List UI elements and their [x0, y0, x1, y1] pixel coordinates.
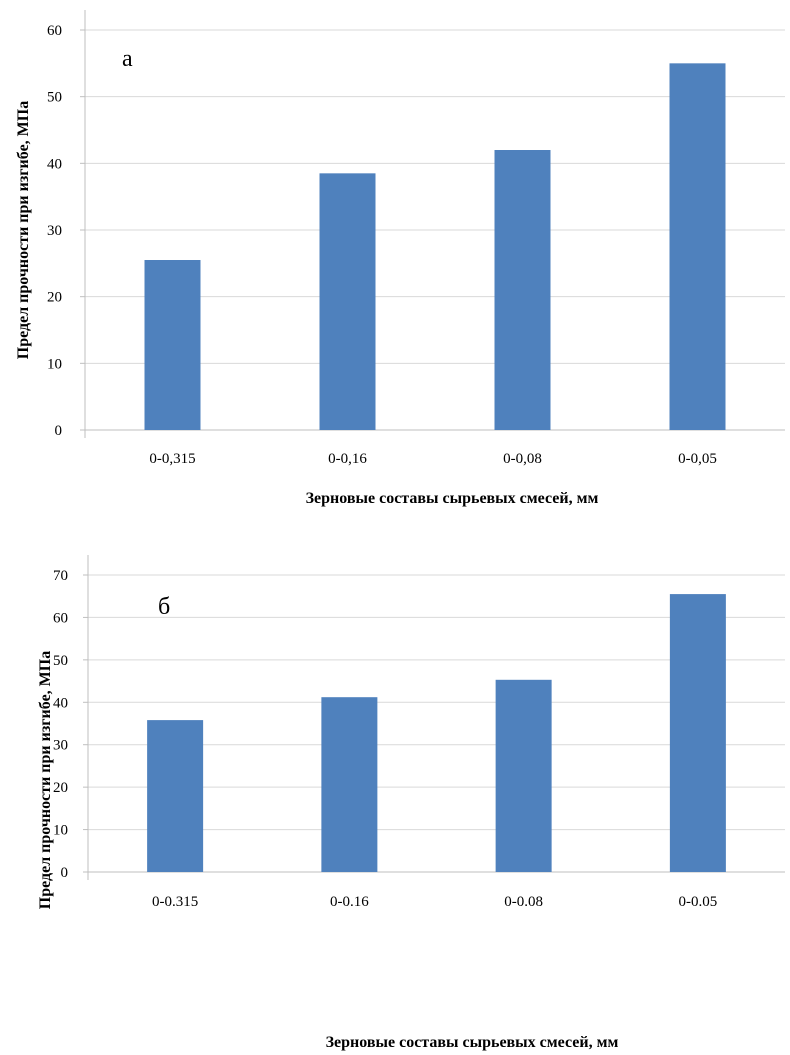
x-tick-label: 0-0.16 [330, 894, 369, 910]
bar [321, 697, 378, 872]
bar [494, 150, 551, 430]
chart-b-panel-label: б [158, 594, 170, 620]
y-tick-label: 50 [47, 90, 62, 106]
x-tick-label: 0-0,315 [149, 451, 195, 467]
x-tick-label: 0-0,16 [328, 451, 367, 467]
bar [319, 173, 376, 431]
chart-b-y-tick-labels: 0 10 20 30 40 50 60 70 [53, 568, 88, 881]
y-tick-label: 10 [53, 823, 68, 839]
chart-a-x-tick-labels: 0-0,315 0-0,16 0-0,08 0-0,05 [149, 451, 717, 467]
bar [669, 594, 726, 872]
y-tick-label: 20 [53, 780, 68, 796]
chart-a-y-axis-title: Предел прочности при изгибе, МПа [15, 101, 32, 359]
chart-b-y-axis-title: Предел прочности при изгибе, МПа [37, 651, 54, 909]
chart-a-panel-label: а [122, 46, 133, 72]
y-tick-label: 0 [61, 865, 69, 881]
x-tick-label: 0-0.08 [504, 894, 543, 910]
x-tick-label: 0-0.05 [679, 894, 718, 910]
y-tick-label: 40 [47, 156, 62, 172]
chart-a-gridlines [85, 29, 785, 364]
bar [147, 720, 204, 872]
y-tick-label: 70 [53, 568, 68, 584]
y-tick-label: 60 [53, 610, 68, 626]
chart-b-gridlines [88, 574, 785, 831]
chart-b: 0 10 20 30 40 50 60 70 0-0.315 0-0.16 0-0.08 0-0.0… [37, 555, 785, 1051]
bar [144, 260, 201, 430]
y-tick-label: 20 [47, 290, 62, 306]
bar [669, 63, 726, 430]
x-tick-label: 0-0,08 [503, 451, 542, 467]
y-tick-label: 0 [55, 423, 63, 439]
y-tick-label: 30 [53, 738, 68, 754]
chart-b-x-tick-labels: 0-0.315 0-0.16 0-0.08 0-0.05 [152, 894, 717, 910]
chart-a-bars [144, 63, 726, 431]
chart-b-bars [147, 594, 726, 872]
bar [495, 679, 552, 872]
chart-a-x-axis-title: Зерновые составы сырьевых смесей, мм [306, 490, 599, 507]
y-tick-label: 40 [53, 695, 68, 711]
x-tick-label: 0-0.315 [152, 894, 198, 910]
y-tick-label: 10 [47, 356, 62, 372]
y-tick-label: 30 [47, 223, 62, 239]
x-tick-label: 0-0,05 [678, 451, 717, 467]
y-tick-label: 50 [53, 653, 68, 669]
y-tick-label: 60 [47, 23, 62, 39]
chart-b-x-axis-title: Зерновые составы сырьевых смесей, мм [326, 1034, 619, 1051]
chart-a-y-tick-labels: 0 10 20 30 40 50 60 [47, 23, 85, 439]
